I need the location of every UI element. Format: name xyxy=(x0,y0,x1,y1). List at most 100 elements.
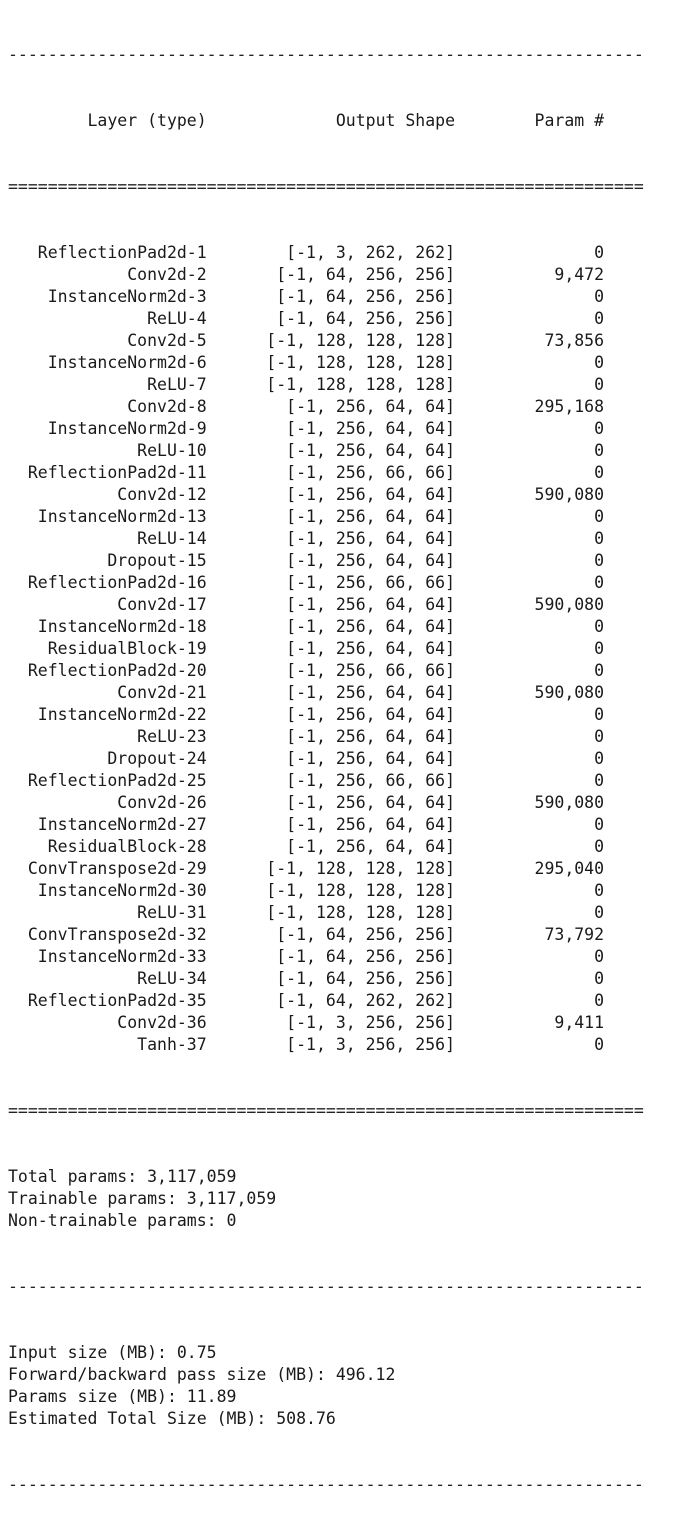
table-row: InstanceNorm2d-3 [-1, 64, 256, 256] 0 xyxy=(8,286,644,308)
layer-param-count: 0 xyxy=(455,551,605,570)
table-row: ConvTranspose2d-29 [-1, 128, 128, 128] 2… xyxy=(8,858,644,880)
layer-name: ConvTranspose2d-29 xyxy=(8,859,207,878)
layer-name: InstanceNorm2d-13 xyxy=(8,507,207,526)
total-line: Non-trainable params: 0 xyxy=(8,1211,237,1230)
layer-param-count: 0 xyxy=(455,727,605,746)
layer-param-count: 0 xyxy=(455,287,605,306)
layer-name: ReflectionPad2d-20 xyxy=(8,661,207,680)
layer-param-count: 0 xyxy=(455,529,605,548)
table-row: Conv2d-17 [-1, 256, 64, 64] 590,080 xyxy=(8,594,644,616)
table-row: Conv2d-8 [-1, 256, 64, 64] 295,168 xyxy=(8,396,644,418)
layer-name: Conv2d-5 xyxy=(8,331,207,350)
layer-param-count: 0 xyxy=(455,573,605,592)
layer-param-count: 0 xyxy=(455,881,605,900)
table-row: Conv2d-21 [-1, 256, 64, 64] 590,080 xyxy=(8,682,644,704)
layer-param-count: 0 xyxy=(455,507,605,526)
layers-table-body: ReflectionPad2d-1 [-1, 3, 262, 262] 0 Co… xyxy=(8,242,644,1056)
layer-param-count: 0 xyxy=(455,419,605,438)
layer-output-shape: [-1, 256, 64, 64] xyxy=(206,529,456,548)
layer-param-count: 0 xyxy=(455,947,605,966)
layer-param-count: 0 xyxy=(455,617,605,636)
table-row: ConvTranspose2d-32 [-1, 64, 256, 256] 73… xyxy=(8,924,644,946)
total-line: Total params: 3,117,059 xyxy=(8,1167,237,1186)
table-row: ReflectionPad2d-20 [-1, 256, 66, 66] 0 xyxy=(8,660,644,682)
layer-name: ReLU-7 xyxy=(8,375,207,394)
layer-param-count: 73,792 xyxy=(455,925,605,944)
header-layer-type: Layer (type) xyxy=(8,111,207,130)
layer-output-shape: [-1, 256, 64, 64] xyxy=(206,617,456,636)
table-row: ReflectionPad2d-35 [-1, 64, 262, 262] 0 xyxy=(8,990,644,1012)
layer-param-count: 295,040 xyxy=(455,859,605,878)
layer-output-shape: [-1, 256, 64, 64] xyxy=(206,793,456,812)
layer-name: InstanceNorm2d-6 xyxy=(8,353,207,372)
layer-param-count: 0 xyxy=(455,991,605,1010)
layer-output-shape: [-1, 128, 128, 128] xyxy=(206,881,456,900)
layer-output-shape: [-1, 256, 64, 64] xyxy=(206,595,456,614)
layer-name: Dropout-24 xyxy=(8,749,207,768)
layer-param-count: 9,472 xyxy=(455,265,605,284)
header-output-shape: Output Shape xyxy=(206,111,456,130)
size-line: Estimated Total Size (MB): 508.76 xyxy=(8,1409,336,1428)
table-row: InstanceNorm2d-33 [-1, 64, 256, 256] 0 xyxy=(8,946,644,968)
layer-param-count: 0 xyxy=(455,243,605,262)
size-estimates: Input size (MB): 0.75 Forward/backward pa… xyxy=(8,1342,644,1430)
table-row: Conv2d-36 [-1, 3, 256, 256] 9,411 xyxy=(8,1012,644,1034)
layer-param-count: 0 xyxy=(455,441,605,460)
layer-param-count: 590,080 xyxy=(455,683,605,702)
layer-output-shape: [-1, 256, 64, 64] xyxy=(206,551,456,570)
layer-output-shape: [-1, 64, 256, 256] xyxy=(206,969,456,988)
layer-output-shape: [-1, 256, 64, 64] xyxy=(206,639,456,658)
layer-name: Conv2d-21 xyxy=(8,683,207,702)
layer-param-count: 0 xyxy=(455,969,605,988)
table-row: InstanceNorm2d-6 [-1, 128, 128, 128] 0 xyxy=(8,352,644,374)
layer-name: Conv2d-36 xyxy=(8,1013,207,1032)
layer-name: ResidualBlock-28 xyxy=(8,837,207,856)
param-totals: Total params: 3,117,059 Trainable params:… xyxy=(8,1166,644,1232)
layer-name: InstanceNorm2d-30 xyxy=(8,881,207,900)
layer-output-shape: [-1, 256, 64, 64] xyxy=(206,749,456,768)
layer-output-shape: [-1, 256, 66, 66] xyxy=(206,661,456,680)
table-row: InstanceNorm2d-18 [-1, 256, 64, 64] 0 xyxy=(8,616,644,638)
layer-param-count: 590,080 xyxy=(455,793,605,812)
total-line: Trainable params: 3,117,059 xyxy=(8,1189,277,1208)
layer-name: InstanceNorm2d-33 xyxy=(8,947,207,966)
layer-output-shape: [-1, 128, 128, 128] xyxy=(206,903,456,922)
layer-name: Conv2d-26 xyxy=(8,793,207,812)
layer-param-count: 0 xyxy=(455,749,605,768)
table-row: Tanh-37 [-1, 3, 256, 256] 0 xyxy=(8,1034,644,1056)
layer-param-count: 295,168 xyxy=(455,397,605,416)
layer-output-shape: [-1, 256, 64, 64] xyxy=(206,485,456,504)
layer-output-shape: [-1, 256, 64, 64] xyxy=(206,837,456,856)
layer-output-shape: [-1, 256, 66, 66] xyxy=(206,573,456,592)
dash-separator-top: ----------------------------------------… xyxy=(8,45,644,64)
layer-name: ResidualBlock-19 xyxy=(8,639,207,658)
table-row: Dropout-24 [-1, 256, 64, 64] 0 xyxy=(8,748,644,770)
layer-output-shape: [-1, 3, 256, 256] xyxy=(206,1035,456,1054)
size-line: Input size (MB): 0.75 xyxy=(8,1343,217,1362)
layer-name: ReflectionPad2d-35 xyxy=(8,991,207,1010)
layer-output-shape: [-1, 128, 128, 128] xyxy=(206,375,456,394)
layer-name: Dropout-15 xyxy=(8,551,207,570)
table-row: Conv2d-12 [-1, 256, 64, 64] 590,080 xyxy=(8,484,644,506)
table-row: ResidualBlock-28 [-1, 256, 64, 64] 0 xyxy=(8,836,644,858)
size-line: Params size (MB): 11.89 xyxy=(8,1387,237,1406)
table-row: InstanceNorm2d-22 [-1, 256, 64, 64] 0 xyxy=(8,704,644,726)
table-row: InstanceNorm2d-27 [-1, 256, 64, 64] 0 xyxy=(8,814,644,836)
layer-output-shape: [-1, 256, 64, 64] xyxy=(206,705,456,724)
table-row: ReLU-7 [-1, 128, 128, 128] 0 xyxy=(8,374,644,396)
layer-output-shape: [-1, 256, 64, 64] xyxy=(206,419,456,438)
equal-separator-layers: ========================================… xyxy=(8,1101,644,1120)
dash-separator-middle: ----------------------------------------… xyxy=(8,1277,644,1296)
layer-output-shape: [-1, 256, 66, 66] xyxy=(206,771,456,790)
layer-output-shape: [-1, 256, 66, 66] xyxy=(206,463,456,482)
table-row: ReflectionPad2d-11 [-1, 256, 66, 66] 0 xyxy=(8,462,644,484)
layer-output-shape: [-1, 128, 128, 128] xyxy=(206,331,456,350)
layer-param-count: 0 xyxy=(455,705,605,724)
layer-name: ReLU-14 xyxy=(8,529,207,548)
layer-output-shape: [-1, 3, 262, 262] xyxy=(206,243,456,262)
table-row: Conv2d-26 [-1, 256, 64, 64] 590,080 xyxy=(8,792,644,814)
table-row: ReLU-14 [-1, 256, 64, 64] 0 xyxy=(8,528,644,550)
layer-param-count: 73,856 xyxy=(455,331,605,350)
size-line: Forward/backward pass size (MB): 496.12 xyxy=(8,1365,396,1384)
layer-name: ReflectionPad2d-11 xyxy=(8,463,207,482)
